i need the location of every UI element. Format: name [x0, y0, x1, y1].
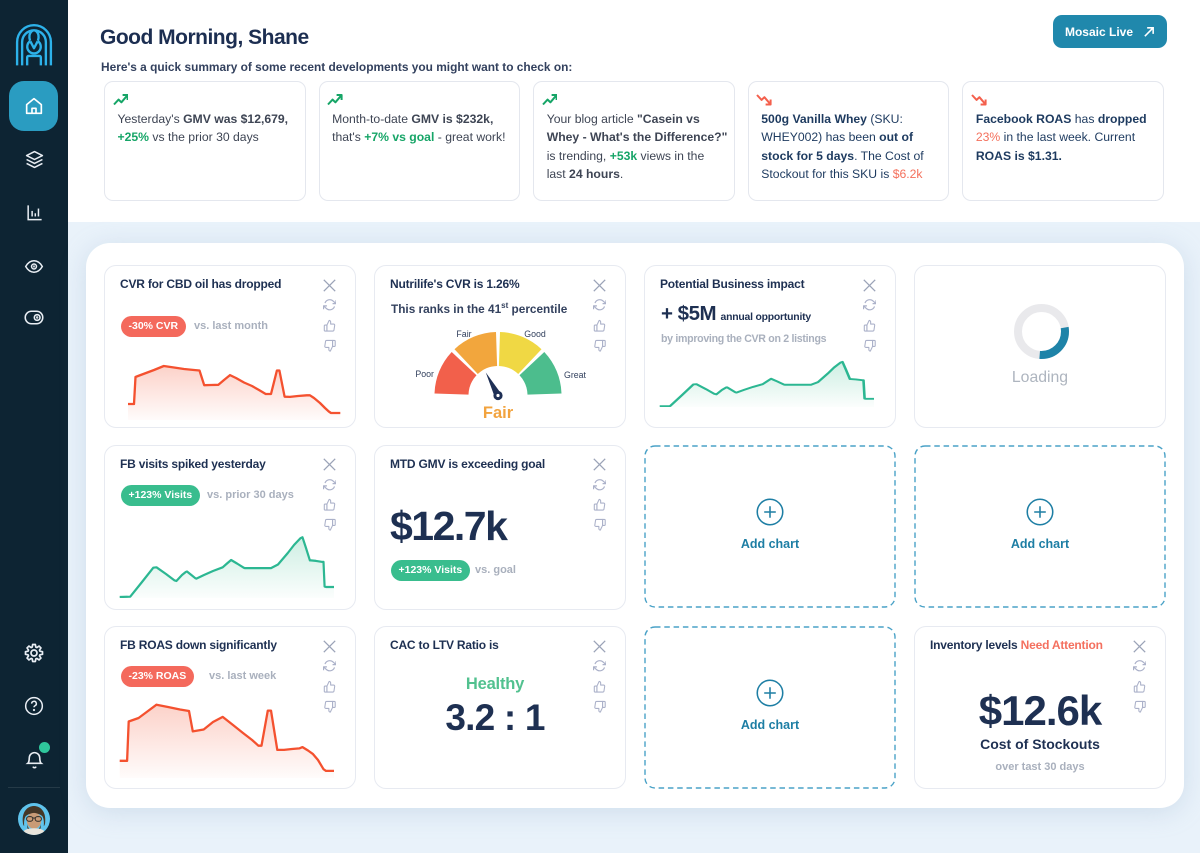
svg-text:Good: Good: [524, 329, 546, 339]
svg-text:Fair: Fair: [456, 329, 471, 339]
svg-text:Fair: Fair: [483, 404, 514, 422]
svg-text:Great: Great: [564, 370, 587, 380]
svg-text:Poor: Poor: [415, 369, 434, 379]
